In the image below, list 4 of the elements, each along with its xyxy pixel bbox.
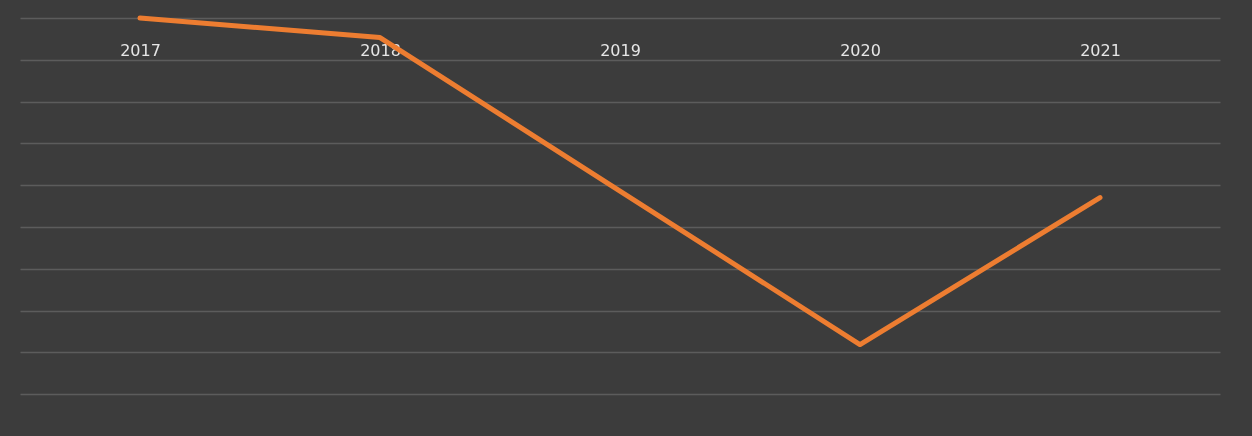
x-tick-label: 2021 bbox=[1080, 40, 1121, 60]
x-tick-label: 2020 bbox=[840, 40, 881, 60]
x-tick-label: 2017 bbox=[120, 40, 161, 60]
x-tick-label: 2019 bbox=[600, 40, 641, 60]
